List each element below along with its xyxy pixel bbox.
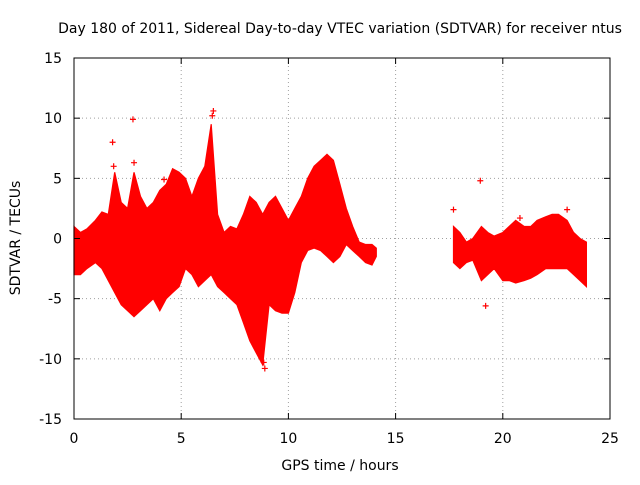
x-tick-label: 10 (279, 431, 297, 447)
data-point-outlier (109, 139, 116, 146)
y-tick-label: -5 (48, 292, 62, 308)
data-point-outlier (477, 177, 484, 184)
x-tick-label: 0 (70, 431, 79, 447)
x-tick-label: 15 (387, 431, 405, 447)
data-point-outlier (131, 159, 138, 166)
y-tick-label: -10 (39, 352, 62, 368)
data-band-segment-1 (73, 124, 377, 367)
y-tick-label: 0 (53, 232, 62, 248)
data-point-outlier (129, 116, 136, 123)
data-series-ntus (73, 107, 587, 372)
data-point-outlier (482, 302, 489, 309)
data-band-segment-2 (452, 213, 587, 288)
data-point-outlier (210, 107, 217, 114)
chart-title: Day 180 of 2011, Sidereal Day-to-day VTE… (58, 21, 622, 37)
x-tick-label: 20 (494, 431, 512, 447)
y-tick-label: 10 (44, 111, 62, 127)
data-point-outlier (450, 206, 457, 213)
data-point-outlier (209, 112, 216, 119)
y-axis-label: SDTVAR / TECUs (8, 181, 24, 296)
x-axis-label: GPS time / hours (281, 458, 398, 474)
x-tick-label: 5 (177, 431, 186, 447)
x-tick-label: 25 (601, 431, 619, 447)
y-tick-label: -15 (39, 412, 62, 428)
data-point-outlier (161, 176, 168, 183)
data-point-outlier (564, 206, 571, 213)
y-tick-label: 5 (53, 171, 62, 187)
data-point-outlier (110, 163, 117, 170)
data-point-outlier (261, 365, 268, 372)
axis-ticks: 0 5 10 15 20 25 -15 -10 -5 0 5 10 15 (39, 51, 619, 447)
y-tick-label: 15 (44, 51, 62, 67)
data-point-outlier (516, 215, 523, 222)
data-point-outlier (260, 359, 267, 366)
